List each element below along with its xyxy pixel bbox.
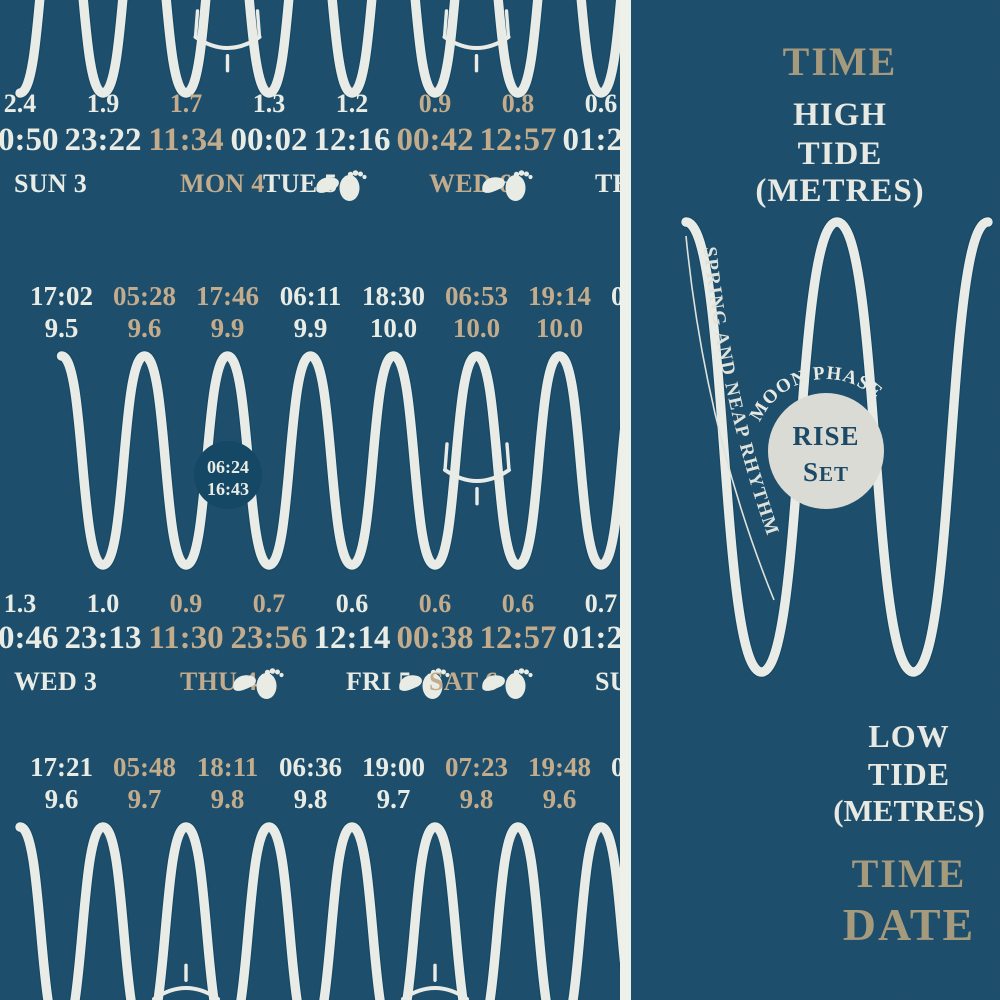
svg-text:00:02: 00:02 bbox=[231, 122, 308, 158]
svg-text:0.6: 0.6 bbox=[585, 89, 618, 118]
svg-text:12:14: 12:14 bbox=[314, 620, 391, 656]
svg-text:10.0: 10.0 bbox=[453, 313, 500, 343]
svg-text:06:24: 06:24 bbox=[207, 457, 249, 477]
svg-text:19:00: 19:00 bbox=[362, 752, 425, 782]
svg-text:23:22: 23:22 bbox=[65, 122, 142, 158]
svg-text:0.7: 0.7 bbox=[585, 589, 618, 618]
svg-text:10.0: 10.0 bbox=[370, 313, 417, 343]
svg-text:9.8: 9.8 bbox=[211, 784, 245, 814]
svg-text:0.8: 0.8 bbox=[502, 89, 535, 118]
svg-text:THU 7: THU 7 bbox=[595, 169, 620, 198]
svg-text:16:43: 16:43 bbox=[207, 479, 249, 499]
svg-text:00:38: 00:38 bbox=[397, 620, 474, 656]
svg-text:1.9: 1.9 bbox=[87, 89, 120, 118]
svg-text:9.6: 9.6 bbox=[45, 784, 79, 814]
svg-text:SET: SET bbox=[803, 457, 849, 487]
svg-text:12:16: 12:16 bbox=[314, 122, 391, 158]
svg-text:9.7: 9.7 bbox=[128, 784, 162, 814]
svg-text:05:28: 05:28 bbox=[113, 281, 176, 311]
svg-text:9.6: 9.6 bbox=[543, 784, 577, 814]
svg-text:10:50: 10:50 bbox=[0, 122, 59, 158]
svg-text:1.0: 1.0 bbox=[87, 589, 120, 618]
svg-text:9.8: 9.8 bbox=[460, 784, 494, 814]
svg-text:0.6: 0.6 bbox=[336, 589, 369, 618]
svg-text:12:57: 12:57 bbox=[480, 620, 557, 656]
svg-text:MON 4: MON 4 bbox=[180, 169, 265, 198]
svg-text:18:30: 18:30 bbox=[362, 281, 425, 311]
svg-text:06:36: 06:36 bbox=[279, 752, 342, 782]
svg-text:1.3: 1.3 bbox=[253, 89, 286, 118]
svg-text:05:48: 05:48 bbox=[113, 752, 176, 782]
svg-text:0.9: 0.9 bbox=[170, 589, 203, 618]
svg-text:RISE: RISE bbox=[792, 421, 859, 451]
svg-text:1.7: 1.7 bbox=[170, 89, 203, 118]
svg-text:9.9: 9.9 bbox=[294, 313, 328, 343]
svg-text:07:23: 07:23 bbox=[445, 752, 508, 782]
svg-text:19:48: 19:48 bbox=[528, 752, 591, 782]
svg-text:17:46: 17:46 bbox=[196, 281, 259, 311]
svg-text:9.9: 9.9 bbox=[211, 313, 245, 343]
svg-text:08:20: 08:20 bbox=[611, 752, 620, 782]
svg-text:06:11: 06:11 bbox=[280, 281, 342, 311]
svg-text:SUN 3: SUN 3 bbox=[14, 169, 87, 198]
svg-text:00:42: 00:42 bbox=[397, 122, 474, 158]
svg-text:23:13: 23:13 bbox=[65, 620, 142, 656]
svg-text:17:21: 17:21 bbox=[30, 752, 93, 782]
svg-text:0.6: 0.6 bbox=[502, 589, 535, 618]
svg-text:0.9: 0.9 bbox=[419, 89, 452, 118]
svg-text:WED 3: WED 3 bbox=[14, 667, 97, 696]
svg-text:11:30: 11:30 bbox=[148, 620, 223, 656]
svg-text:01:21: 01:21 bbox=[563, 122, 621, 158]
svg-text:10.0: 10.0 bbox=[536, 313, 583, 343]
svg-text:SUN 7: SUN 7 bbox=[595, 667, 620, 696]
svg-text:9.8: 9.8 bbox=[294, 784, 328, 814]
svg-text:0.7: 0.7 bbox=[253, 589, 286, 618]
svg-text:0.6: 0.6 bbox=[419, 589, 452, 618]
svg-text:01:20: 01:20 bbox=[563, 620, 621, 656]
svg-text:1.2: 1.2 bbox=[336, 89, 369, 118]
svg-text:9.5: 9.5 bbox=[45, 313, 79, 343]
svg-text:18:11: 18:11 bbox=[197, 752, 259, 782]
svg-text:06:53: 06:53 bbox=[445, 281, 508, 311]
svg-text:19:14: 19:14 bbox=[528, 281, 591, 311]
svg-text:17:02: 17:02 bbox=[30, 281, 93, 311]
svg-text:2.4: 2.4 bbox=[4, 89, 37, 118]
svg-text:1.3: 1.3 bbox=[4, 589, 37, 618]
svg-text:07:05: 07:05 bbox=[611, 281, 620, 311]
svg-text:9.7: 9.7 bbox=[377, 784, 411, 814]
svg-text:23:56: 23:56 bbox=[231, 620, 308, 656]
svg-text:10:46: 10:46 bbox=[0, 620, 59, 656]
svg-text:11:34: 11:34 bbox=[148, 122, 223, 158]
svg-text:9.6: 9.6 bbox=[128, 313, 162, 343]
svg-text:12:57: 12:57 bbox=[480, 122, 557, 158]
